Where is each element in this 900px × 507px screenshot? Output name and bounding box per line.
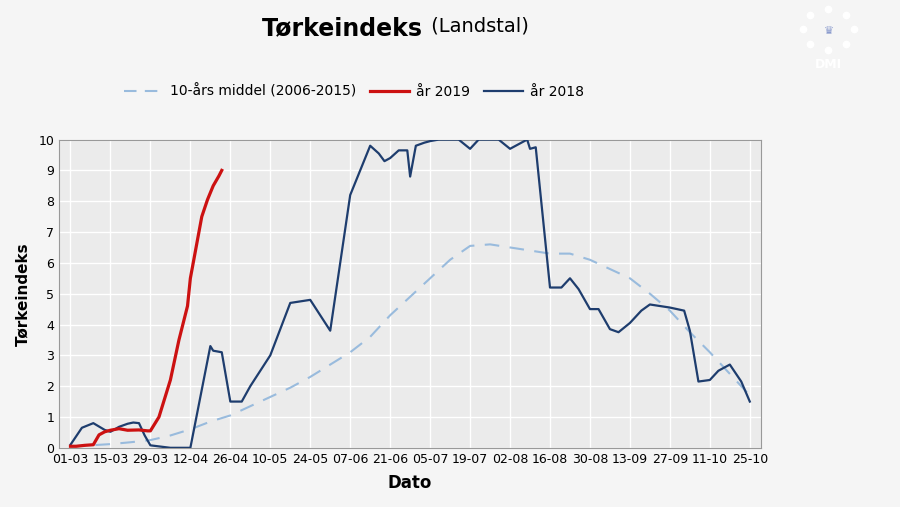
år 2019 bbox=[142, 428, 153, 434]
10-års middel (2006-2015) bbox=[664, 308, 675, 314]
år 2019 bbox=[165, 377, 176, 383]
år 2018 bbox=[133, 420, 144, 426]
år 2019 bbox=[133, 427, 144, 433]
år 2019 bbox=[185, 275, 196, 281]
10-års middel (2006-2015) bbox=[425, 275, 436, 281]
år 2018 bbox=[113, 424, 124, 430]
år 2019 bbox=[191, 244, 202, 250]
10-års middel (2006-2015) bbox=[564, 250, 575, 257]
10-års middel (2006-2015) bbox=[744, 392, 755, 399]
år 2019 bbox=[182, 303, 193, 309]
år 2019 bbox=[196, 213, 207, 220]
år 2018 bbox=[433, 136, 444, 142]
Text: DMI: DMI bbox=[814, 58, 842, 71]
Text: Tørkeindeks: Tørkeindeks bbox=[262, 16, 423, 40]
Line: år 2019: år 2019 bbox=[70, 170, 221, 446]
år 2019 bbox=[122, 427, 133, 433]
10-års middel (2006-2015) bbox=[364, 334, 375, 340]
år 2018 bbox=[705, 377, 716, 383]
10-års middel (2006-2015) bbox=[705, 349, 716, 355]
10-års middel (2006-2015) bbox=[105, 441, 116, 447]
10-års middel (2006-2015) bbox=[505, 244, 516, 250]
10-års middel (2006-2015) bbox=[585, 257, 596, 263]
10-års middel (2006-2015) bbox=[724, 371, 735, 377]
år 2018 bbox=[410, 142, 421, 149]
10-års middel (2006-2015) bbox=[485, 241, 496, 247]
10-års middel (2006-2015) bbox=[385, 312, 396, 318]
10-års middel (2006-2015) bbox=[145, 437, 156, 443]
år 2018 bbox=[393, 148, 404, 154]
10-års middel (2006-2015) bbox=[605, 266, 616, 272]
Text: (Landstal): (Landstal) bbox=[425, 16, 528, 35]
10-års middel (2006-2015) bbox=[405, 294, 416, 300]
10-års middel (2006-2015) bbox=[345, 349, 356, 355]
år 2018 bbox=[65, 442, 76, 448]
år 2018 bbox=[593, 306, 604, 312]
10-års middel (2006-2015) bbox=[525, 247, 535, 254]
10-års middel (2006-2015) bbox=[305, 374, 316, 380]
10-års middel (2006-2015) bbox=[644, 291, 655, 297]
år 2019 bbox=[174, 337, 184, 343]
år 2019 bbox=[105, 427, 116, 433]
år 2018 bbox=[165, 445, 176, 451]
år 2019 bbox=[65, 443, 76, 449]
10-års middel (2006-2015) bbox=[245, 403, 256, 409]
10-års middel (2006-2015) bbox=[544, 250, 555, 257]
10-års middel (2006-2015) bbox=[86, 442, 96, 448]
10-års middel (2006-2015) bbox=[65, 443, 76, 449]
år 2018 bbox=[744, 399, 755, 405]
år 2019 bbox=[145, 428, 156, 434]
Y-axis label: Tørkeindeks: Tørkeindeks bbox=[15, 242, 30, 345]
10-års middel (2006-2015) bbox=[625, 275, 635, 281]
10-års middel (2006-2015) bbox=[225, 412, 236, 418]
år 2019 bbox=[216, 167, 227, 173]
10-års middel (2006-2015) bbox=[445, 257, 455, 263]
10-års middel (2006-2015) bbox=[165, 432, 176, 439]
10-års middel (2006-2015) bbox=[285, 385, 296, 391]
år 2019 bbox=[99, 429, 110, 435]
10-års middel (2006-2015) bbox=[265, 394, 275, 400]
år 2019 bbox=[202, 197, 213, 203]
10-års middel (2006-2015) bbox=[125, 439, 136, 445]
10-års middel (2006-2015) bbox=[205, 419, 216, 425]
10-års middel (2006-2015) bbox=[464, 243, 475, 249]
år 2019 bbox=[88, 442, 99, 448]
år 2019 bbox=[154, 414, 165, 420]
10-års middel (2006-2015) bbox=[685, 329, 696, 335]
år 2019 bbox=[208, 183, 219, 189]
år 2019 bbox=[71, 443, 82, 449]
år 2019 bbox=[213, 173, 224, 179]
år 2019 bbox=[113, 426, 124, 432]
Line: år 2018: år 2018 bbox=[70, 139, 750, 448]
X-axis label: Dato: Dato bbox=[388, 474, 432, 492]
Text: ♛: ♛ bbox=[824, 26, 833, 35]
år 2019 bbox=[79, 442, 90, 448]
Line: 10-års middel (2006-2015): 10-års middel (2006-2015) bbox=[70, 244, 750, 446]
10-års middel (2006-2015) bbox=[185, 426, 196, 432]
år 2019 bbox=[94, 432, 104, 438]
10-års middel (2006-2015) bbox=[325, 361, 336, 368]
Legend: 10-års middel (2006-2015), år 2019, år 2018: 10-års middel (2006-2015), år 2019, år 2… bbox=[119, 79, 590, 104]
